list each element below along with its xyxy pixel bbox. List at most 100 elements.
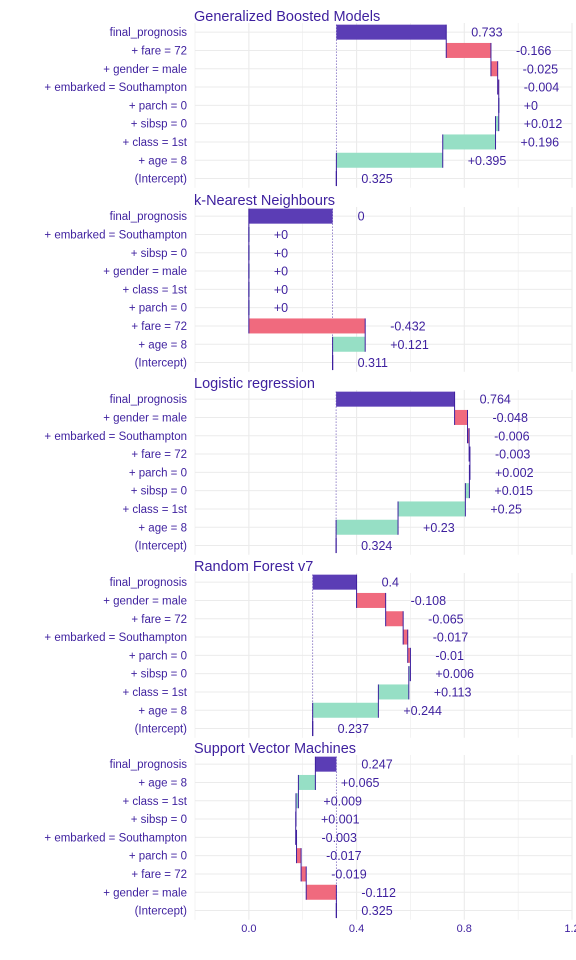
value-label: 0.324 (361, 539, 392, 553)
row-label: + fare = 72 (131, 449, 187, 461)
value-label: +0.001 (321, 813, 360, 827)
x-tick-label: 0.0 (241, 923, 256, 935)
contribution-bar (295, 793, 299, 809)
value-label: 0.247 (361, 758, 392, 772)
prediction-bar (336, 24, 447, 40)
grid (194, 207, 573, 372)
contribution-bar (336, 519, 399, 535)
contribution-bar (408, 666, 411, 682)
x-tick-label: 0.4 (349, 923, 364, 935)
contribution-bar (490, 61, 498, 77)
value-label: -0.003 (495, 448, 530, 462)
row-label: + class = 1st (122, 687, 187, 699)
prediction-bar (336, 391, 455, 407)
row-label: + age = 8 (138, 339, 187, 351)
contribution-bar (332, 336, 366, 352)
row-label: + age = 8 (138, 705, 187, 717)
grid (194, 755, 573, 920)
panel-4: Random Forest v7 final_prognosis 0.4 + gend… (44, 559, 573, 738)
value-label: -0.112 (361, 886, 396, 900)
row-label: + embarked = Southampton (44, 832, 187, 844)
value-label: -0.166 (516, 44, 551, 58)
value-label: -0.065 (428, 612, 463, 626)
row-label: + parch = 0 (129, 303, 187, 315)
value-label: +0.065 (341, 776, 380, 790)
contribution-bar (248, 318, 366, 334)
value-label: +0.002 (495, 466, 534, 480)
value-label: +0.23 (423, 521, 455, 535)
row-label: final_prognosis (110, 577, 188, 589)
contribution-bar (398, 501, 466, 517)
row-label: + class = 1st (122, 796, 187, 808)
value-label: -0.025 (523, 62, 558, 76)
x-tick-label: 0.8 (457, 923, 472, 935)
value-label: +0.006 (435, 667, 474, 681)
value-label: -0.006 (494, 429, 529, 443)
x-tick-label: 1.2 (564, 923, 576, 935)
row-label: + gender = male (103, 266, 187, 278)
panel-5: Support Vector Machines final_prognosis 0.… (44, 741, 573, 920)
value-label: -0.432 (390, 319, 425, 333)
row-label: (Intercept) (135, 906, 188, 918)
value-label: +0 (274, 228, 288, 242)
row-label: + sibsp = 0 (131, 486, 187, 498)
value-label: +0 (274, 265, 288, 279)
value-label: +0 (274, 246, 288, 260)
row-label: + gender = male (103, 887, 187, 899)
value-label: 0.733 (471, 26, 502, 40)
panel-3: Logistic regression final_prognosis 0.764 +… (44, 376, 573, 555)
contribution-bar (312, 702, 379, 718)
contribution-bar (306, 884, 337, 900)
row-label: + parch = 0 (129, 100, 187, 112)
contribution-bar (467, 428, 470, 444)
prediction-bar (312, 574, 357, 590)
value-label: -0.003 (322, 831, 357, 845)
row-label: + gender = male (103, 64, 187, 76)
value-label: 0.764 (480, 393, 511, 407)
row-label: + age = 8 (138, 777, 187, 789)
contribution-bar (442, 134, 496, 150)
value-label: +0.395 (468, 154, 507, 168)
row-label: final_prognosis (110, 27, 188, 39)
row-label: + class = 1st (122, 284, 187, 296)
row-label: + sibsp = 0 (131, 669, 187, 681)
row-label: + parch = 0 (129, 650, 187, 662)
value-label: +0.113 (434, 685, 472, 699)
row-label: + sibsp = 0 (131, 248, 187, 260)
row-label: + class = 1st (122, 504, 187, 516)
value-label: +0.196 (521, 135, 560, 149)
contribution-bar (454, 409, 468, 425)
contribution-bar (465, 483, 470, 499)
value-label: +0.244 (403, 704, 442, 718)
row-label: (Intercept) (135, 358, 188, 370)
value-label: 0.237 (338, 722, 369, 736)
value-label: +0.121 (390, 338, 429, 352)
row-label: + embarked = Southampton (44, 229, 187, 241)
row-label: (Intercept) (135, 174, 188, 186)
value-label: 0.325 (361, 172, 392, 186)
prediction-bar (248, 208, 333, 224)
row-label: + embarked = Southampton (44, 431, 187, 443)
value-label: -0.019 (331, 867, 366, 881)
value-label: -0.004 (524, 81, 559, 95)
row-label: + age = 8 (138, 522, 187, 534)
contribution-bar (495, 116, 499, 132)
row-label: + parch = 0 (129, 851, 187, 863)
row-label: (Intercept) (135, 724, 188, 736)
row-label: final_prognosis (110, 759, 188, 771)
row-label: + embarked = Southampton (44, 82, 187, 94)
value-label: +0 (274, 283, 288, 297)
value-label: +0 (524, 99, 538, 113)
row-label: + sibsp = 0 (131, 119, 187, 131)
value-label: +0.009 (323, 794, 362, 808)
row-label: (Intercept) (135, 541, 188, 553)
panel-2: k-Nearest Neighbours final_prognosis 0 + em… (44, 193, 573, 372)
contribution-bar (301, 866, 307, 882)
value-label: -0.01 (435, 649, 464, 663)
contribution-bar (296, 848, 302, 864)
row-label: + fare = 72 (131, 614, 187, 626)
contribution-bar (403, 629, 408, 645)
row-label: + fare = 72 (131, 321, 187, 333)
row-label: + age = 8 (138, 155, 187, 167)
